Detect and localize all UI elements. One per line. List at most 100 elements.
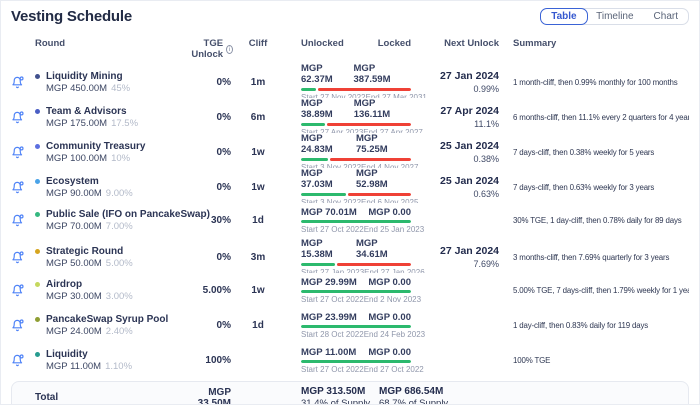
bell-notification-icon[interactable]	[11, 251, 24, 264]
round-color-dot	[35, 317, 40, 322]
page-title: Vesting Schedule	[11, 8, 133, 25]
end-date: End 2 Nov 2023	[363, 295, 422, 305]
tge-unlock-value: 0%	[216, 251, 231, 263]
next-unlock-cell	[411, 220, 499, 222]
next-unlock-percent: 0.99%	[473, 84, 499, 95]
row-bell-cell	[11, 251, 35, 264]
next-unlock-date: 27 Jan 2024	[440, 245, 499, 258]
vesting-summary: 100% TGE	[513, 356, 551, 365]
round-name: PancakeSwap Syrup Pool	[46, 314, 169, 325]
total-unlocked-locked: MGP 313.50M MGP 686.54M 31.4% of Supply …	[281, 386, 448, 405]
next-unlock-cell: 27 Apr 2024 11.1%	[411, 105, 499, 129]
table-row: Team & Advisors MGP 175.00M 17.5% 0% 6m M…	[1, 98, 699, 133]
round-cell: Community Treasury MGP 100.00M 10%	[35, 141, 185, 164]
table-header: Round TGE Unlock i Cliff Unlocked Locked…	[1, 38, 699, 60]
total-unlocked-supply-percent: 31.4% of Supply	[301, 398, 371, 405]
round-supply-percent: 3.00%	[105, 291, 133, 302]
locked-amount: MGP 0.00	[368, 346, 411, 358]
tge-unlock-value: 30%	[210, 215, 231, 226]
round-name: Strategic Round	[46, 245, 124, 257]
locked-amount: MGP 136.11M	[353, 98, 391, 120]
tge-unlock-value: 5.00%	[202, 285, 231, 296]
next-unlock-date: 27 Apr 2024	[440, 105, 499, 118]
start-date: Start 27 Nov 2022	[301, 92, 366, 99]
tge-unlock-value: 0%	[216, 111, 231, 123]
unlocked-locked-cell: MGP 23.99M MGP 0.00 Start 28 Oct 2022 En…	[281, 311, 425, 339]
tab-chart[interactable]: Chart	[644, 9, 688, 24]
round-name: Public Sale (IFO on PancakeSwap)	[46, 209, 210, 220]
table-row: PancakeSwap Syrup Pool MGP 24.00M 2.40% 0…	[1, 308, 699, 343]
bell-notification-icon[interactable]	[11, 181, 24, 194]
unlocked-locked-cell: MGP 29.99M MGP 0.00 Start 27 Oct 2022 En…	[281, 277, 421, 304]
info-icon[interactable]: i	[226, 44, 233, 54]
locked-amount: MGP 387.59M	[353, 63, 391, 85]
next-unlock-cell: 27 Jan 2024 0.99%	[411, 70, 499, 94]
tge-unlock-value: 100%	[205, 355, 231, 366]
row-bell-cell	[11, 319, 35, 332]
vesting-summary: 1 day-cliff, then 0.83% daily for 119 da…	[513, 321, 649, 330]
next-unlock-percent: 11.1%	[474, 119, 499, 130]
table-row: Ecosystem MGP 90.00M 9.00% 0% 1w MGP 37.0…	[1, 168, 699, 203]
unlocked-amount: MGP 62.37M	[301, 63, 333, 85]
locked-amount: MGP 34.61M	[356, 238, 388, 260]
bell-notification-icon[interactable]	[11, 111, 24, 124]
end-date: End 6 Nov 2025	[361, 197, 419, 204]
locked-amount: MGP 0.00	[368, 206, 411, 218]
unlocked-amount: MGP 23.99M	[301, 311, 357, 323]
unlocked-amount: MGP 38.89M	[301, 98, 333, 120]
bell-notification-icon[interactable]	[11, 214, 24, 227]
row-bell-cell	[11, 146, 35, 159]
next-unlock-cell: 25 Jan 2024 0.63%	[411, 175, 499, 199]
vesting-summary: 3 months-cliff, then 7.69% quarterly for…	[513, 252, 670, 262]
vesting-progress-bar	[301, 192, 411, 196]
vesting-summary: 30% TGE, 1 day-cliff, then 0.78% daily f…	[513, 216, 682, 225]
next-unlock-cell	[411, 360, 499, 362]
table-row: Community Treasury MGP 100.00M 10% 0% 1w …	[1, 133, 699, 168]
end-date: End 25 Jan 2023	[363, 225, 425, 235]
vesting-progress-bar	[301, 290, 411, 294]
unlocked-locked-cell: MGP 24.83M MGP 75.25M Start 3 Nov 2022 E…	[281, 133, 418, 168]
round-name: Community Treasury	[46, 140, 146, 152]
locked-bar-segment	[327, 122, 411, 126]
round-color-dot	[35, 178, 40, 184]
bell-notification-icon[interactable]	[11, 319, 24, 332]
locked-amount: MGP 52.98M	[356, 168, 388, 190]
col-header-next-unlock: Next Unlock	[444, 38, 499, 49]
next-unlock-cell	[411, 325, 499, 327]
unlocked-locked-cell: MGP 70.01M MGP 0.00 Start 27 Oct 2022 En…	[281, 206, 424, 234]
cliff-value: 1d	[252, 320, 264, 331]
table-row: Liquidity Mining MGP 450.00M 45% 0% 1m MG…	[1, 63, 699, 98]
vesting-summary: 5.00% TGE, 7 days-cliff, then 1.79% week…	[513, 286, 689, 295]
vesting-summary: 7 days-cliff, then 0.38% weekly for 5 ye…	[513, 147, 655, 157]
bell-notification-icon[interactable]	[11, 146, 24, 159]
round-amount: MGP 70.00M	[46, 221, 102, 232]
start-date: Start 27 Jan 2023	[301, 267, 365, 274]
round-amount: MGP 11.00M	[46, 361, 102, 372]
tab-timeline[interactable]: Timeline	[586, 9, 643, 24]
tab-table[interactable]: Table	[540, 8, 588, 25]
unlocked-locked-cell: MGP 62.37M MGP 387.59M Start 27 Nov 2022…	[281, 63, 427, 99]
unlocked-bar-segment	[301, 87, 317, 91]
round-supply-percent: 7.00%	[105, 221, 133, 232]
round-amount: MGP 90.00M	[46, 187, 102, 199]
round-amount: MGP 175.00M	[46, 117, 108, 129]
round-amount: MGP 450.00M	[46, 82, 108, 94]
row-bell-cell	[11, 181, 35, 194]
bell-notification-icon[interactable]	[11, 354, 24, 367]
vesting-progress-bar	[301, 87, 411, 91]
col-header-cliff: Cliff	[248, 38, 268, 49]
bell-notification-icon[interactable]	[11, 76, 24, 89]
next-unlock-cell	[411, 290, 499, 292]
total-unlocked-amount: MGP 313.50M	[301, 386, 366, 397]
table-row: Public Sale (IFO on PancakeSwap) MGP 70.…	[1, 203, 699, 238]
unlocked-bar-segment	[301, 122, 326, 126]
round-supply-percent: 45%	[111, 82, 131, 94]
round-color-dot	[35, 282, 40, 287]
col-header-locked: Locked	[377, 38, 411, 49]
unlocked-amount: MGP 70.01M	[301, 206, 357, 218]
bell-notification-icon[interactable]	[11, 284, 24, 297]
tge-unlock-value: 0%	[216, 181, 231, 193]
end-date: End 27 Apr 2027	[363, 127, 423, 134]
round-amount: MGP 50.00M	[46, 257, 102, 269]
end-date: End 4 Nov 2027	[361, 162, 419, 169]
